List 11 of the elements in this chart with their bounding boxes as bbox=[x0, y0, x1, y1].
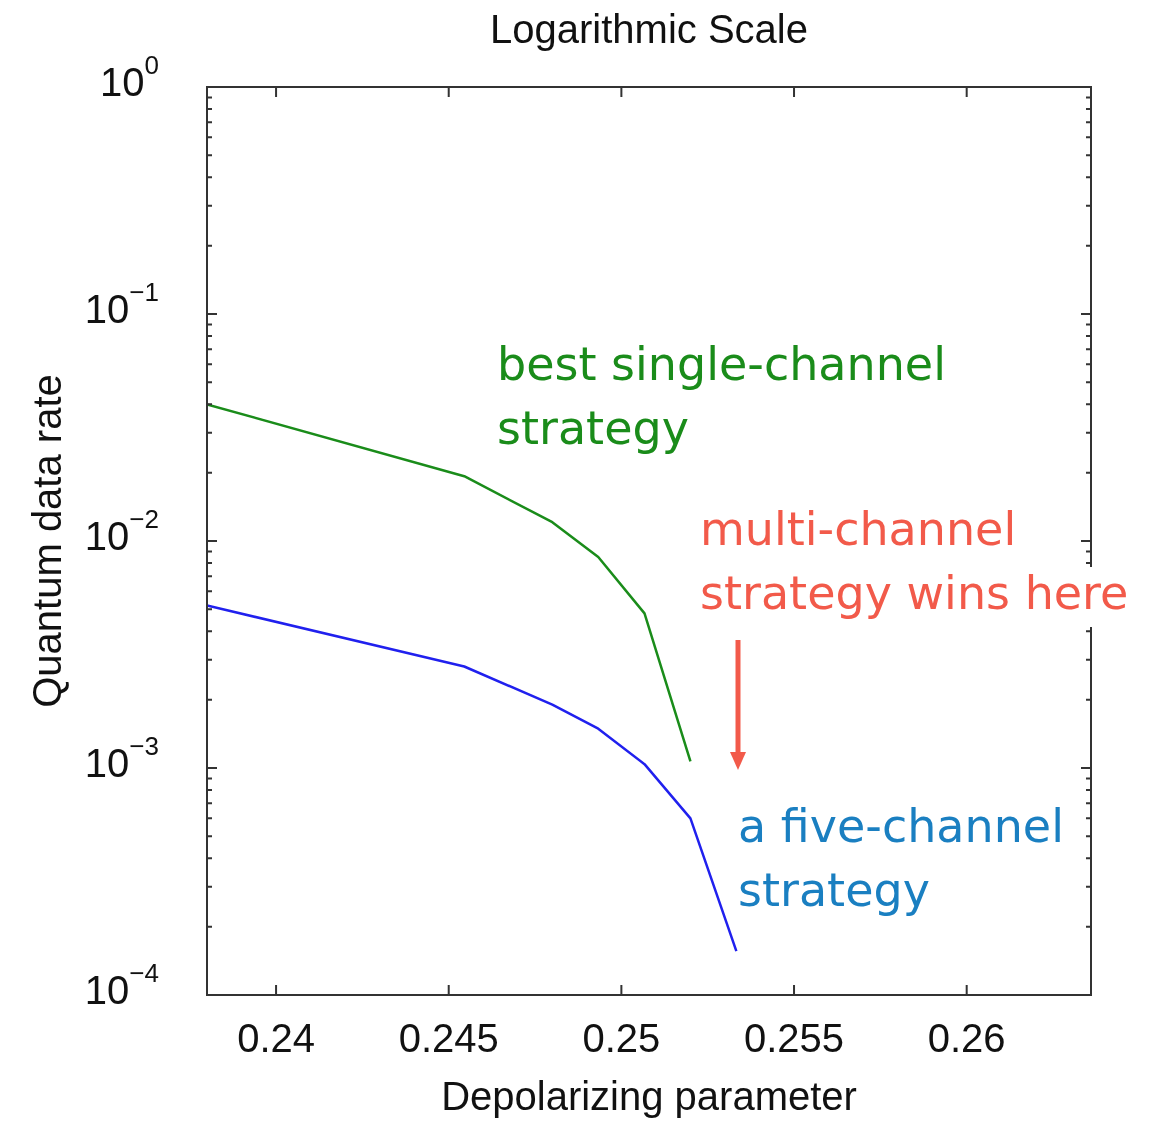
annotation: best single-channel strategy bbox=[497, 336, 946, 455]
y-axis-title: Quantum data rate bbox=[25, 374, 70, 708]
x-tick-label: 0.24 bbox=[237, 1016, 315, 1061]
x-axis-title: Depolarizing parameter bbox=[441, 1074, 857, 1119]
x-tick-label: 0.245 bbox=[398, 1016, 499, 1061]
annotation: a five-channel strategy bbox=[738, 798, 1064, 917]
x-tick-label: 0.255 bbox=[743, 1016, 845, 1061]
x-tick-label: 0.25 bbox=[582, 1016, 661, 1061]
chart-title: Logarithmic Scale bbox=[490, 7, 808, 52]
x-tick-label: 0.26 bbox=[927, 1016, 1006, 1061]
annotation: multi-channel strategy wins here bbox=[700, 501, 1129, 620]
